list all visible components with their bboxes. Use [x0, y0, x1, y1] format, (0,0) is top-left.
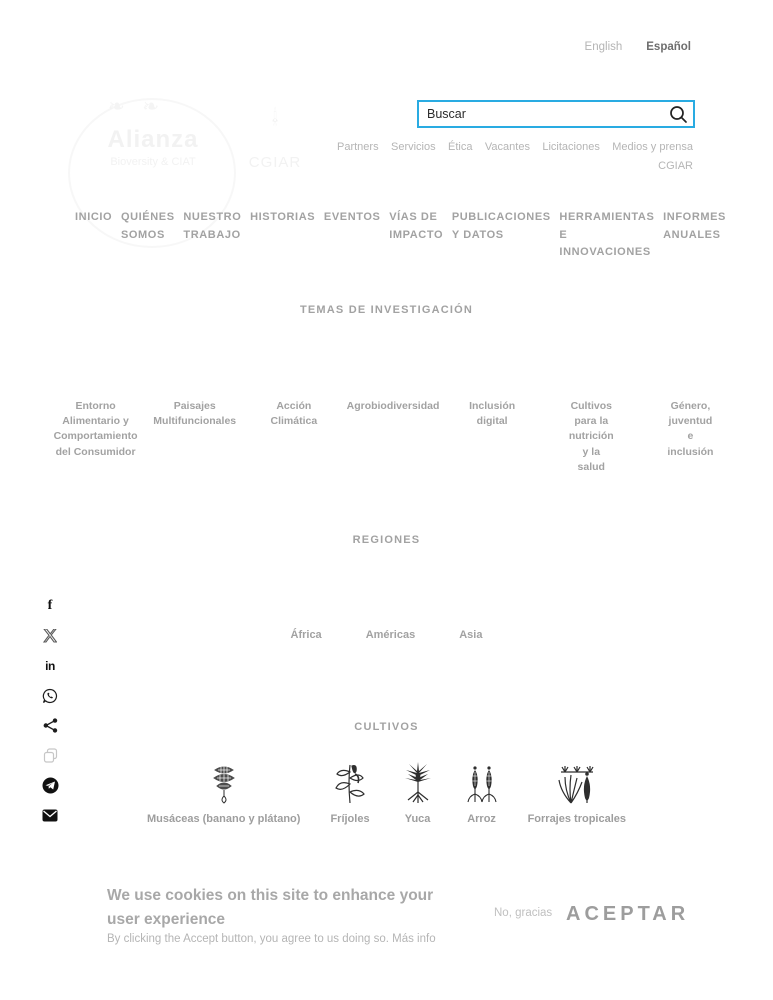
topic-agrobiodiversidad[interactable]: Agrobiodiversidad — [346, 400, 440, 412]
search-input[interactable] — [419, 107, 663, 121]
search-icon — [669, 105, 687, 123]
topic-accion-climatica[interactable]: Acción Climática — [270, 400, 318, 428]
main-nav-quienes-somos[interactable]: QUIÉNES SOMOS — [120, 211, 175, 241]
crop-musaceas-label: Musáceas (banano y plátano) — [147, 813, 301, 825]
cookie-more-info-link[interactable]: Más info — [392, 933, 436, 945]
rice-icon — [466, 762, 498, 804]
logo-line1: Alianza — [107, 126, 199, 153]
main-nav-herramientas-e-innovaciones[interactable]: HERRAMIENTAS E INNOVACIONES — [559, 211, 655, 259]
crop-forrajes[interactable]: Forrajes tropicales — [528, 762, 626, 825]
share-icon[interactable] — [41, 717, 59, 734]
copy-icon[interactable] — [41, 747, 59, 764]
regions-section-title: REGIONES — [352, 534, 421, 546]
topic-paisajes-multifuncionales[interactable]: Paisajes Multifuncionales — [153, 400, 237, 428]
language-bar: English Español — [585, 41, 691, 53]
telegram-icon[interactable] — [41, 777, 59, 794]
main-nav-eventos[interactable]: EVENTOS — [323, 211, 381, 223]
main-nav-publicaciones-y-datos[interactable]: PUBLICACIONES Y DATOS — [451, 211, 551, 241]
cgiar-logo: 🙭 CGIAR — [240, 102, 310, 171]
regions-row: África Américas Asia — [0, 629, 773, 641]
secondary-nav-licitaciones[interactable]: Licitaciones — [542, 141, 600, 153]
cookie-decline-button[interactable]: No, gracias — [494, 907, 553, 919]
site-logo[interactable]: ❧ ❧ Alianza Bioversity & CIAT 🙭 CGIAR — [68, 88, 323, 248]
main-nav-nuestro-trabajo[interactable]: NUESTRO TRABAJO — [183, 211, 242, 241]
forages-icon — [557, 762, 597, 804]
banana-icon — [209, 762, 239, 804]
crop-frijoles-label: Fríjoles — [330, 813, 370, 825]
main-nav: INICIO QUIÉNES SOMOS NUESTRO TRABAJO HIS… — [75, 209, 726, 262]
cookie-description-text: By clicking the Accept button, you agree… — [107, 933, 393, 945]
logo-arc-decoration — [68, 98, 236, 248]
secondary-nav-etica[interactable]: Ética — [448, 141, 473, 153]
topic-entorno-alimentario[interactable]: Entorno Alimentario y Comportamiento del… — [53, 400, 138, 458]
whatsapp-icon[interactable] — [41, 687, 59, 704]
topics-section-title: TEMAS DE INVESTIGACIÓN — [299, 304, 474, 316]
crop-arroz-label: Arroz — [467, 813, 496, 825]
secondary-nav-row2: CGIAR — [337, 160, 693, 172]
cgiar-logo-text: CGIAR — [248, 154, 302, 171]
main-nav-vias-de-impacto[interactable]: VÍAS DE IMPACTO — [389, 211, 444, 241]
alliance-logo-text: Alianza Bioversity & CIAT — [88, 126, 218, 168]
secondary-nav: Partners Servicios Ética Vacantes Licita… — [337, 141, 693, 153]
secondary-nav-partners[interactable]: Partners — [337, 141, 379, 153]
topics-row: Entorno Alimentario y Comportamiento del… — [46, 399, 740, 475]
cassava-icon — [400, 762, 436, 804]
crop-arroz[interactable]: Arroz — [466, 762, 498, 825]
cgiar-wheat-icon: 🙭 — [272, 100, 278, 130]
crop-yuca-label: Yuca — [404, 813, 431, 825]
logo-line2: Bioversity & CIAT — [110, 156, 196, 168]
crop-forrajes-label: Forrajes tropicales — [527, 813, 626, 825]
topic-genero-juventud-inclusion[interactable]: Género, juventud e inclusión — [667, 400, 714, 458]
crop-musaceas[interactable]: Musáceas (banano y plátano) — [147, 762, 300, 825]
language-spanish-link[interactable]: Español — [646, 41, 691, 53]
search-button[interactable] — [663, 102, 693, 126]
crops-row: Musáceas (banano y plátano) Fríjoles — [0, 762, 773, 825]
cookie-banner-description: By clicking the Accept button, you agree… — [107, 933, 527, 945]
region-africa[interactable]: África — [290, 629, 322, 641]
email-icon[interactable] — [41, 807, 59, 824]
crops-section-title: CULTIVOS — [354, 721, 419, 733]
secondary-nav-servicios[interactable]: Servicios — [390, 141, 436, 153]
linkedin-icon[interactable]: in — [45, 658, 55, 673]
crop-frijoles[interactable]: Fríjoles — [330, 762, 370, 825]
crop-yuca[interactable]: Yuca — [400, 762, 436, 825]
beans-icon — [333, 762, 367, 804]
x-twitter-icon[interactable] — [41, 627, 59, 644]
region-asia[interactable]: Asia — [459, 629, 483, 641]
topic-cultivos-nutricion-salud[interactable]: Cultivos para la nutrición y la salud — [568, 400, 614, 473]
leaf-icon: ❧ ❧ — [108, 96, 166, 118]
secondary-nav-cgiar[interactable]: CGIAR — [658, 160, 693, 172]
facebook-icon[interactable]: f — [47, 597, 53, 613]
main-nav-informes-anuales[interactable]: INFORMES ANUALES — [663, 211, 726, 241]
cookie-banner-title: We use cookies on this site to enhance y… — [107, 887, 434, 929]
cookie-accept-button[interactable]: ACEPTAR — [566, 903, 690, 925]
topic-inclusion-digital[interactable]: Inclusión digital — [469, 400, 516, 428]
language-english-link[interactable]: English — [584, 41, 623, 53]
secondary-nav-vacantes[interactable]: Vacantes — [484, 141, 530, 153]
region-americas[interactable]: Américas — [365, 629, 416, 641]
search-box — [417, 100, 695, 128]
social-share-sidebar: f in — [41, 597, 59, 824]
main-nav-historias[interactable]: HISTORIAS — [250, 211, 316, 223]
main-nav-inicio[interactable]: INICIO — [75, 211, 113, 223]
secondary-nav-medios[interactable]: Medios y prensa — [612, 141, 693, 153]
